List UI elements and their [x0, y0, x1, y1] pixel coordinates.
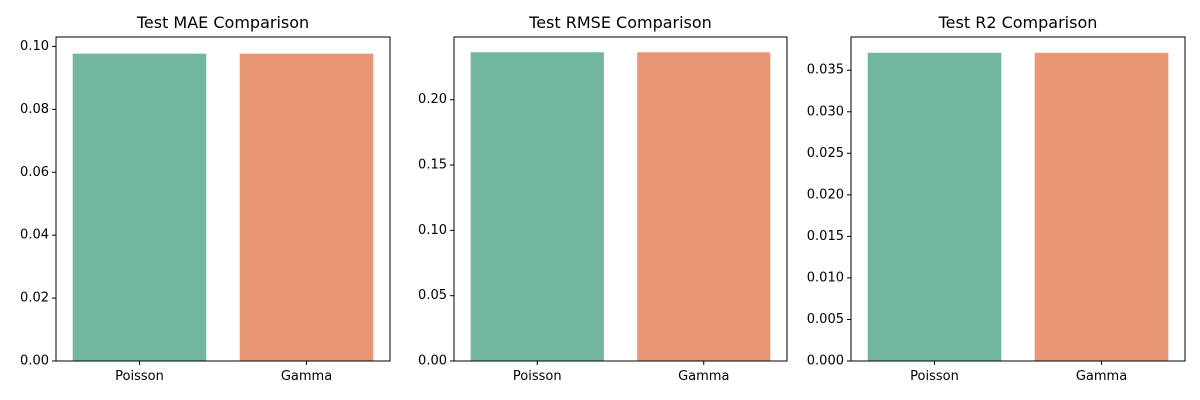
- y-tick-label: 0.10: [20, 39, 49, 54]
- y-tick-label: 0.10: [418, 223, 447, 238]
- axes-frame: [453, 36, 788, 362]
- y-tick-label: 0.06: [20, 165, 49, 180]
- bar-poisson: [867, 52, 1002, 362]
- y-tick-label: 0.010: [807, 270, 844, 285]
- y-tick-label: 0.035: [807, 63, 844, 78]
- chart-panel-r2: Poisson Gamma 0.000 0.005 0.010 0.015 0.020 0.0…: [807, 13, 1186, 384]
- x-tick-label: Gamma: [1076, 369, 1127, 384]
- chart-title-rmse: Test RMSE Comparison: [528, 13, 712, 32]
- chart-title-mae: Test MAE Comparison: [136, 13, 309, 32]
- bar-poisson: [470, 52, 604, 361]
- chart-title-r2: Test R2 Comparison: [938, 13, 1098, 32]
- y-tick-label: 0.02: [20, 291, 49, 306]
- y-tick-label: 0.020: [807, 187, 844, 202]
- y-tick-label: 0.08: [20, 102, 49, 117]
- chart-panel-rmse: Poisson Gamma 0.00 0.05 0.10 0.15 0.20 Test RMS…: [418, 13, 788, 384]
- y-tick-label: 0.05: [418, 288, 447, 303]
- y-tick-label: 0.000: [807, 354, 844, 369]
- axes-frame: [55, 36, 391, 362]
- bar-gamma: [1034, 52, 1169, 362]
- y-tick-label: 0.04: [20, 228, 49, 243]
- axes-frame: [850, 36, 1186, 362]
- y-tick-label: 0.20: [418, 92, 447, 107]
- y-tick-label: 0.015: [807, 229, 844, 244]
- x-tick-label: Gamma: [678, 369, 729, 384]
- x-tick-label: Poisson: [910, 369, 959, 384]
- bar-gamma: [239, 53, 374, 361]
- y-tick-label: 0.025: [807, 146, 844, 161]
- x-tick-label: Poisson: [513, 369, 562, 384]
- y-tick-label: 0.00: [418, 354, 447, 369]
- bar-gamma: [637, 52, 771, 361]
- x-tick-label: Gamma: [281, 369, 332, 384]
- y-tick-label: 0.005: [807, 312, 844, 327]
- bar-poisson: [72, 53, 207, 361]
- x-tick-label: Poisson: [115, 369, 164, 384]
- chart-panel-mae: Poisson Gamma 0.00 0.02 0.04 0.06 0.08 0.10 Test…: [20, 13, 391, 384]
- y-tick-label: 0.15: [418, 158, 447, 173]
- y-tick-label: 0.030: [807, 104, 844, 119]
- y-tick-label: 0.00: [20, 354, 49, 369]
